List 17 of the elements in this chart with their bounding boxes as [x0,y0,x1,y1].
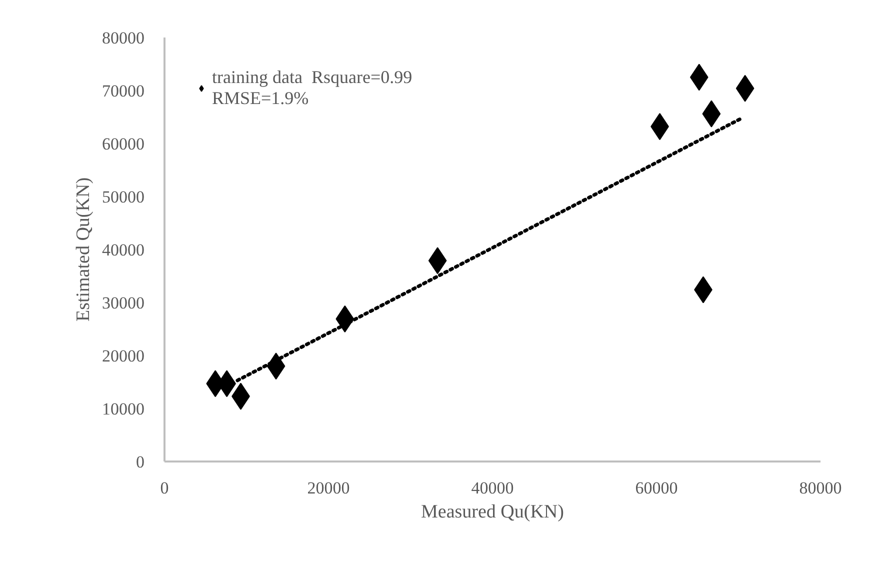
y-tick-label: 0 [136,452,144,472]
x-tick-label: 20000 [307,478,350,498]
x-tick-label: 80000 [799,478,842,498]
x-axis-title: Measured Qu(KN) [421,502,564,522]
x-tick-label: 0 [160,478,169,498]
x-tick-label: 60000 [635,478,678,498]
y-tick-label: 80000 [102,28,144,48]
legend-label: training data Rsquare=0.99 RMSE=1.9% [212,67,412,109]
y-axis-title: Estimated Qu(KN) [73,177,94,322]
x-tick-label: 40000 [471,478,514,498]
y-tick-label: 20000 [102,346,144,366]
y-tick-label: 70000 [102,82,144,100]
y-tick-label: 10000 [102,400,144,418]
y-tick-label: 60000 [102,134,144,154]
y-tick-label: 30000 [102,294,144,312]
y-tick-label: 40000 [102,240,144,260]
y-tick-label: 50000 [102,188,144,206]
